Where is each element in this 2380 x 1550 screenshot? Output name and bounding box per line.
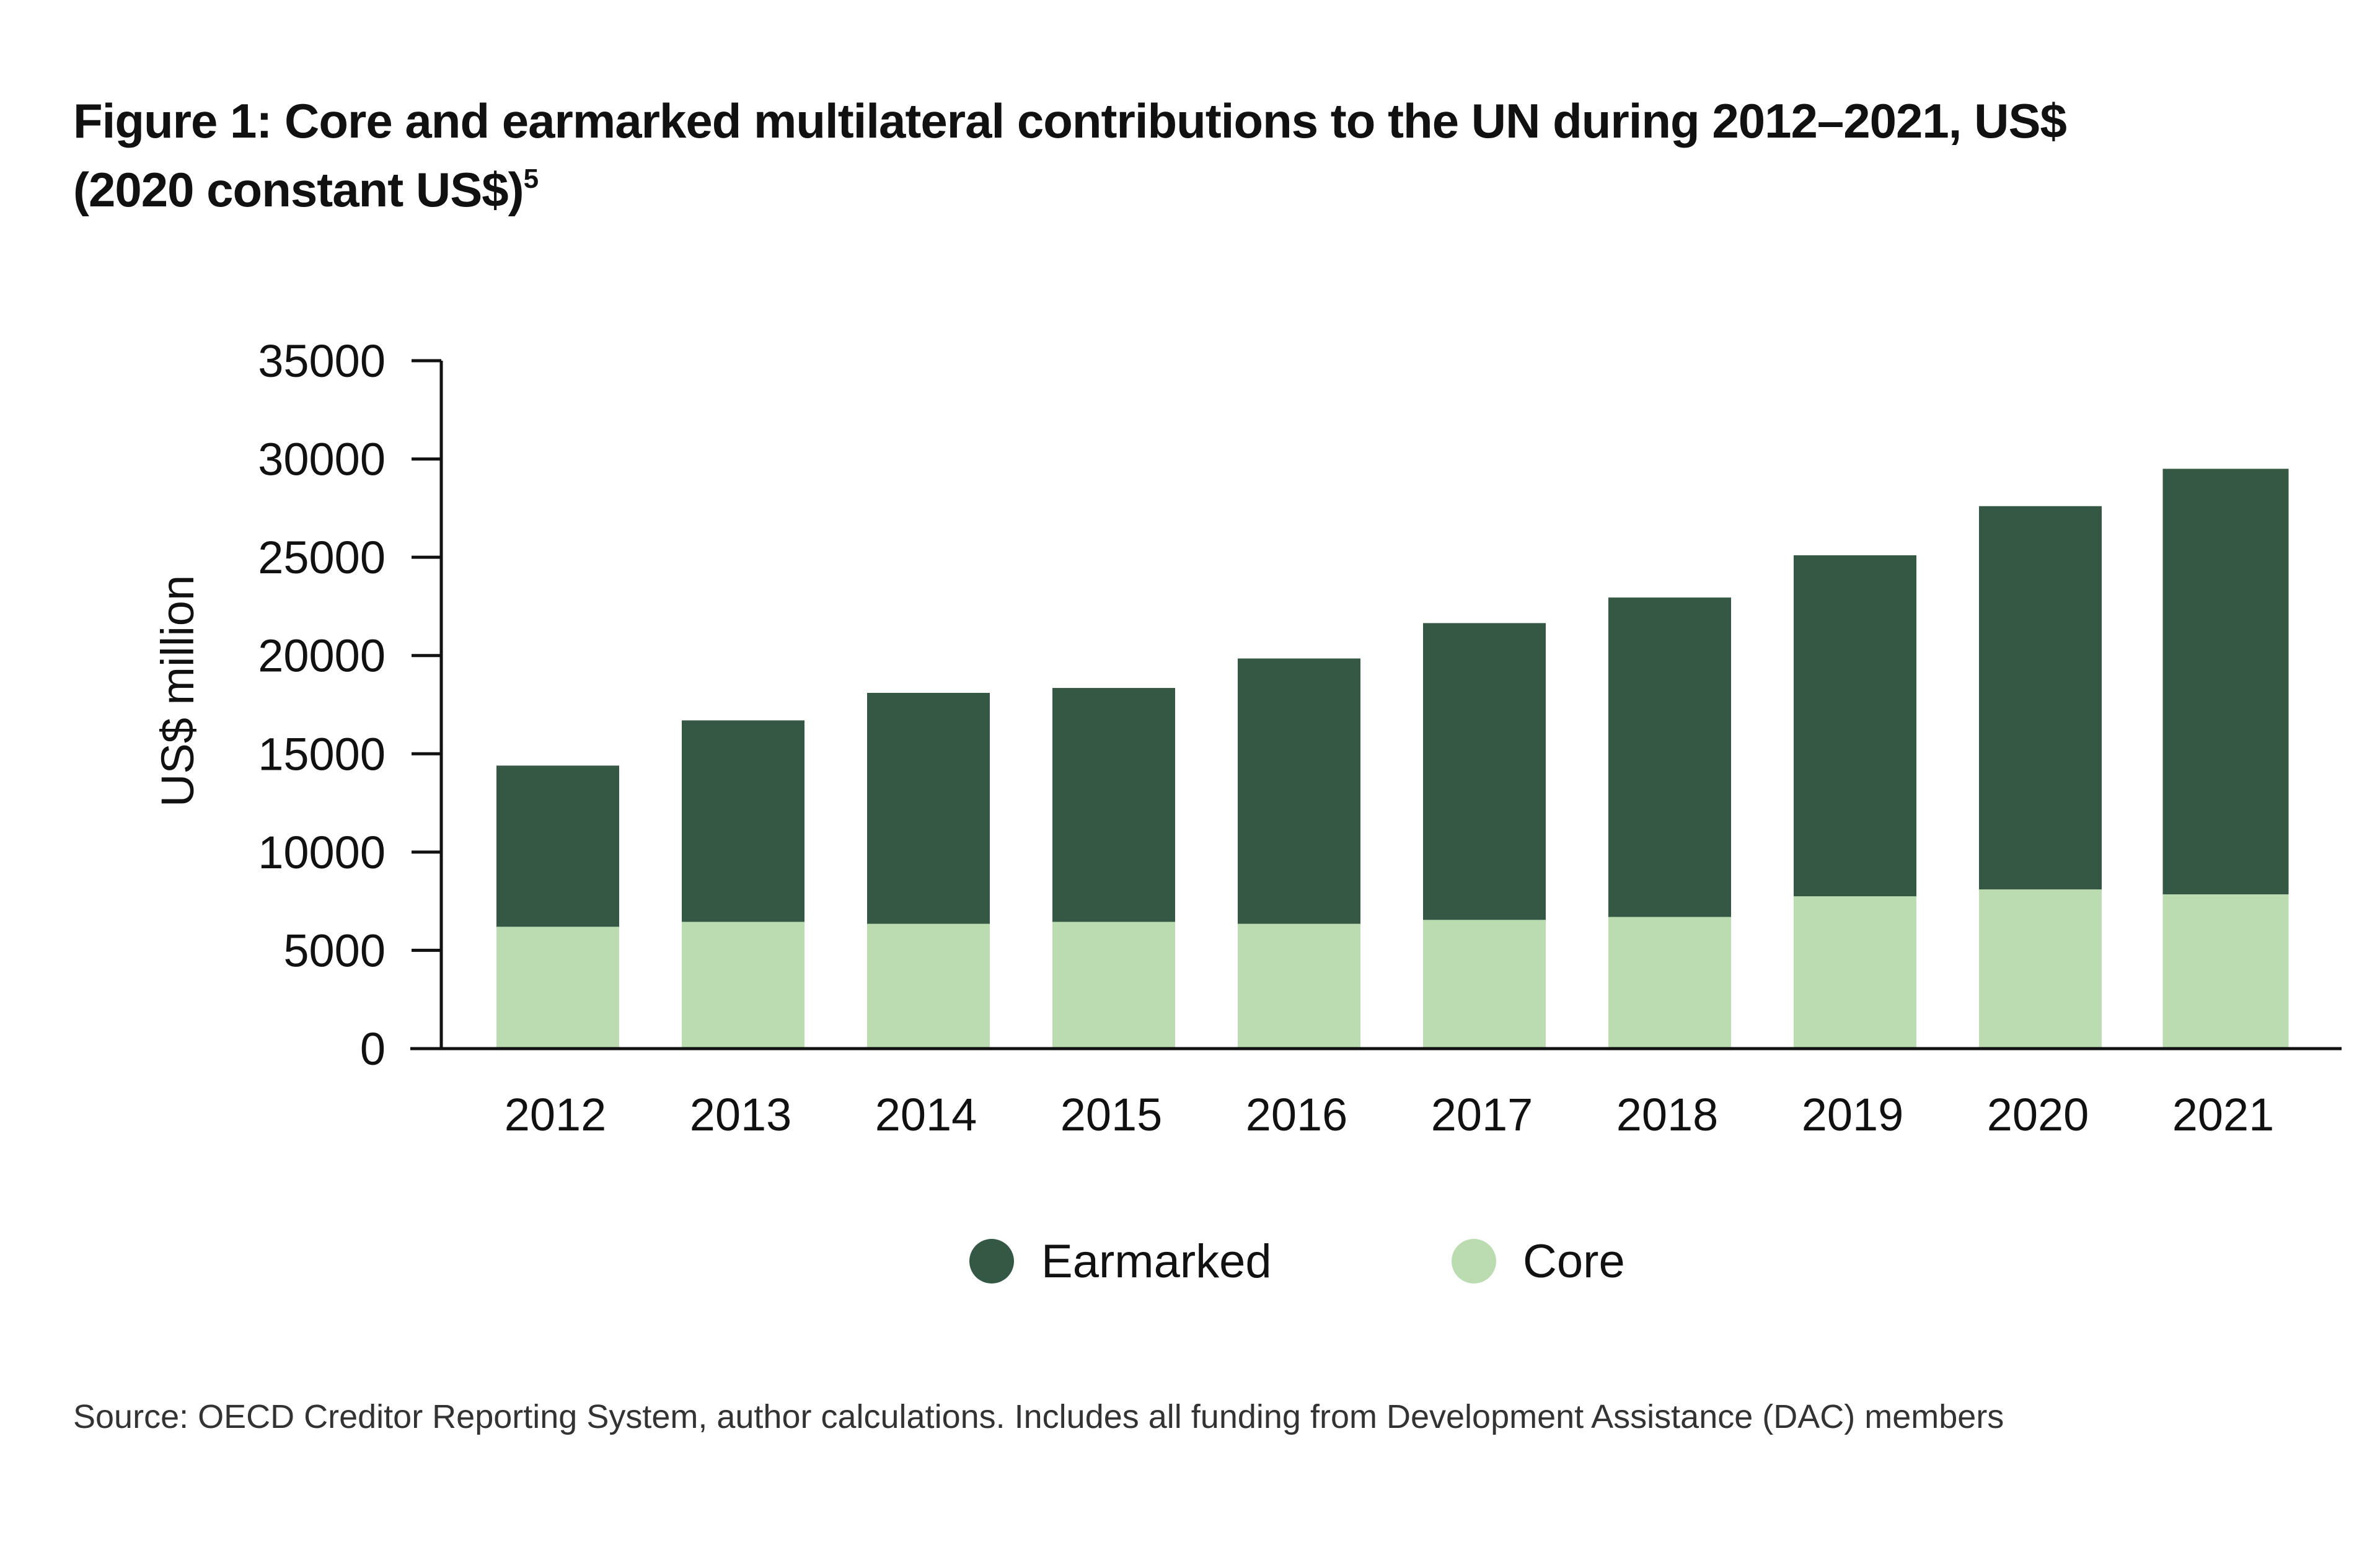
x-tick-label: 2018 bbox=[1616, 1089, 1719, 1140]
bar-earmarked-2021 bbox=[2162, 469, 2289, 895]
y-tick-label: 5000 bbox=[283, 925, 386, 976]
y-tick-labels: 0 5000 10000 15000 20000 25000 30000 35000 bbox=[258, 335, 441, 1075]
y-tick-label: 10000 bbox=[258, 827, 386, 878]
y-tick-label: 15000 bbox=[258, 728, 386, 780]
bar-earmarked-2012 bbox=[496, 765, 619, 927]
figure-title-line-2: (2020 constant US$)5 bbox=[73, 150, 2242, 219]
bar-earmarked-2014 bbox=[867, 692, 990, 924]
x-tick-label: 2017 bbox=[1431, 1089, 1533, 1140]
legend-label-core: Core bbox=[1523, 1235, 1625, 1288]
bar-core-2020 bbox=[1979, 889, 2102, 1049]
bar-core-2021 bbox=[2162, 894, 2289, 1049]
y-tick-label: 25000 bbox=[258, 532, 386, 583]
bar-core-2019 bbox=[1794, 896, 1916, 1049]
footnote-marker: 5 bbox=[523, 164, 539, 194]
bar-core-2015 bbox=[1052, 922, 1175, 1049]
bar-core-2014 bbox=[867, 923, 990, 1049]
x-tick-label: 2014 bbox=[875, 1089, 977, 1140]
x-tick-label: 2021 bbox=[2172, 1089, 2275, 1140]
bar-core-2018 bbox=[1608, 917, 1731, 1049]
x-tick-label: 2012 bbox=[505, 1089, 607, 1140]
legend-swatch-core bbox=[1452, 1239, 1496, 1284]
bar-core-2012 bbox=[496, 927, 619, 1049]
y-tick-label: 20000 bbox=[258, 630, 386, 682]
bar-earmarked-2013 bbox=[682, 720, 804, 922]
figure-title-line-2-text: (2020 constant US$) bbox=[73, 162, 524, 217]
figure-title-line-1: Figure 1: Core and earmarked multilatera… bbox=[73, 94, 2067, 148]
x-tick-labels: 2012 2013 2014 2015 2016 2017 2018 2019 2020 2021 bbox=[505, 1089, 2275, 1140]
bar-core-2013 bbox=[682, 922, 804, 1049]
x-tick-label: 2016 bbox=[1246, 1089, 1348, 1140]
bar-earmarked-2015 bbox=[1052, 688, 1175, 922]
source-note: Source: OECD Creditor Reporting System, … bbox=[73, 1398, 2004, 1435]
bar-core-2017 bbox=[1423, 920, 1546, 1049]
x-tick-label: 2019 bbox=[1802, 1089, 1904, 1140]
bar-earmarked-2020 bbox=[1979, 506, 2102, 890]
y-tick-label: 35000 bbox=[258, 335, 386, 387]
figure-title: Figure 1: Core and earmarked multilatera… bbox=[73, 92, 2242, 219]
x-tick-label: 2020 bbox=[1987, 1089, 2089, 1140]
legend-label-earmarked: Earmarked bbox=[1041, 1235, 1272, 1288]
legend-swatch-earmarked bbox=[969, 1239, 1014, 1284]
bars-group bbox=[496, 469, 2289, 1049]
x-tick-label: 2015 bbox=[1060, 1089, 1163, 1140]
x-tick-label: 2013 bbox=[690, 1089, 792, 1140]
y-tick-label: 30000 bbox=[258, 434, 386, 485]
y-axis-label: US$ million bbox=[152, 575, 203, 807]
bar-earmarked-2016 bbox=[1238, 658, 1360, 924]
legend: Earmarked Core bbox=[969, 1235, 1625, 1288]
bar-earmarked-2017 bbox=[1423, 623, 1546, 920]
y-tick-label: 0 bbox=[360, 1023, 386, 1075]
bar-earmarked-2019 bbox=[1794, 555, 1916, 897]
bar-core-2016 bbox=[1238, 923, 1360, 1049]
bar-earmarked-2018 bbox=[1608, 597, 1731, 917]
